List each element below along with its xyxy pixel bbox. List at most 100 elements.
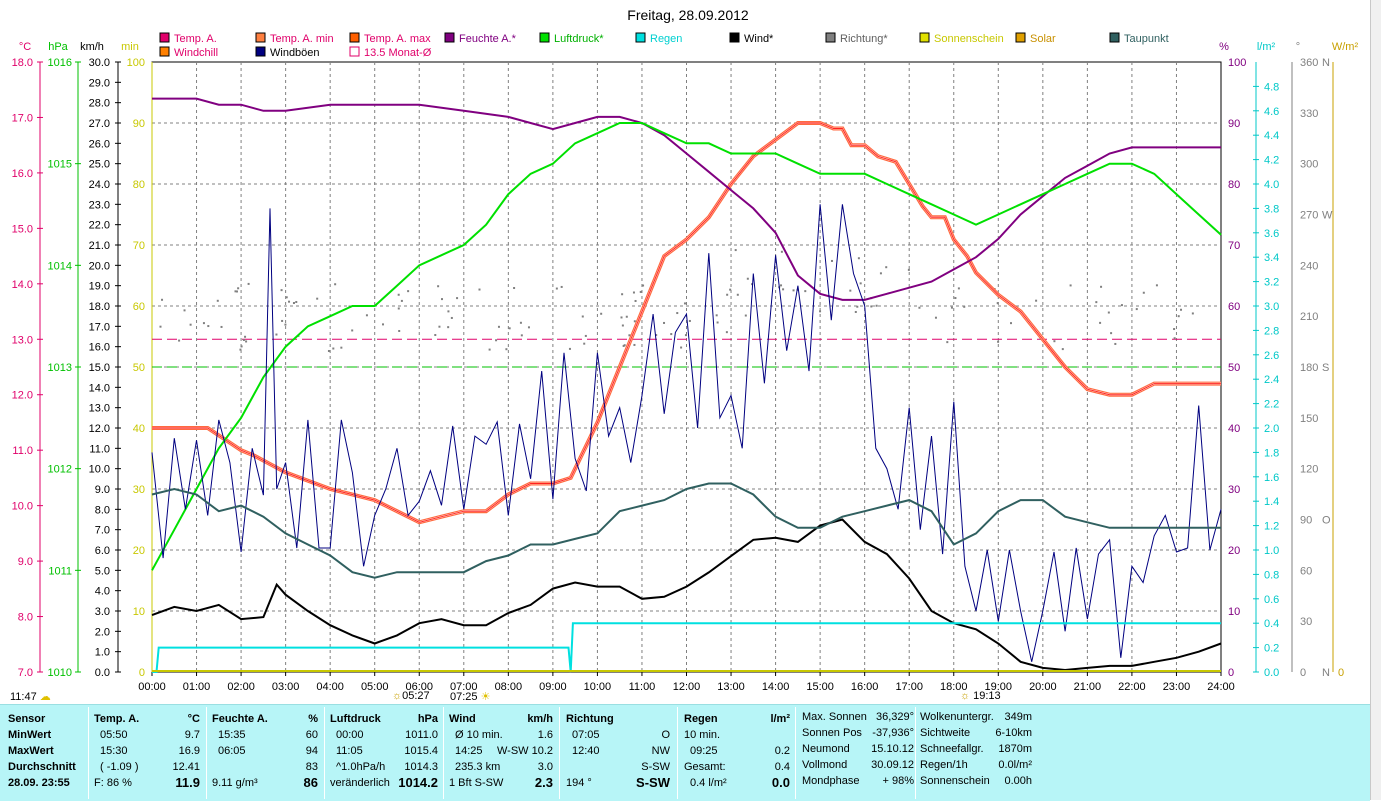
- rain-axis-tick-label: 1.2: [1264, 521, 1279, 533]
- wind-axis-tick-label: 26.0: [89, 138, 110, 150]
- direction-max-time: 12:40: [572, 745, 600, 757]
- humidity-axis-tick-label: 100: [1228, 57, 1246, 69]
- x-tick-label: 20:00: [1029, 681, 1057, 693]
- direction-point: [963, 305, 966, 308]
- direction-compass-label: W: [1322, 210, 1333, 222]
- legend-label: Windchill: [174, 47, 218, 59]
- direction-point: [623, 344, 626, 347]
- direction-point: [584, 334, 587, 337]
- direction-point: [1114, 342, 1117, 345]
- wind-axis-tick-label: 0.0: [95, 667, 110, 679]
- direction-point: [434, 334, 437, 337]
- direction-point: [1173, 328, 1176, 331]
- wind-axis-tick-label: 15.0: [89, 362, 110, 374]
- x-tick-label: 10:00: [584, 681, 612, 693]
- wind-avg2-value: 3.0: [537, 761, 553, 773]
- direction-point: [327, 349, 330, 352]
- legend-label: Temp. A.: [174, 33, 217, 45]
- legend-swatch: [159, 32, 170, 43]
- direction-point: [400, 299, 403, 302]
- wind-beaufort: 1 Bft S-SW: [449, 777, 504, 789]
- direction-point: [1100, 285, 1103, 288]
- direction-point: [1095, 301, 1098, 304]
- direction-point: [725, 331, 728, 334]
- series-temp-a: [152, 122, 1221, 523]
- direction-point: [885, 266, 888, 269]
- temp-avg-value: 12.41: [172, 761, 200, 773]
- direction-point: [555, 287, 558, 290]
- direction-point: [237, 287, 240, 290]
- direction-point: [1120, 304, 1123, 307]
- misc-snowline-value: 1870m: [998, 743, 1032, 755]
- direction-point: [316, 297, 319, 300]
- wind-avg-value: 1.6: [537, 729, 553, 741]
- temp-axis-tick-label: 14.0: [12, 279, 33, 291]
- direction-point: [639, 290, 642, 293]
- direction-point: [519, 321, 522, 324]
- temp-axis-tick-label: 7.0: [18, 667, 33, 679]
- rain-axis-tick-label: 4.6: [1264, 106, 1279, 118]
- rain-axis-tick-label: 0.4: [1264, 618, 1279, 630]
- series-windb-en: [151, 204, 1222, 662]
- direction-point: [247, 282, 250, 285]
- direction-point: [996, 302, 999, 305]
- direction-point: [351, 329, 354, 332]
- wind-max-direction: W-SW: [497, 745, 529, 757]
- pressure-axis-tick-label: 1014: [48, 260, 72, 272]
- wind-axis-tick-label: 28.0: [89, 98, 110, 110]
- window-edge: [1370, 0, 1381, 800]
- direction-tick-label: 60: [1300, 565, 1312, 577]
- direction-point: [950, 306, 953, 309]
- pressure-trend: ^1.0hPa/h: [336, 761, 386, 773]
- temp-axis-tick-label: 9.0: [18, 556, 33, 568]
- temp-axis-tick-label: 16.0: [12, 168, 33, 180]
- astro-moon-phase-value: + 98%: [882, 775, 915, 787]
- temp-axis-tick-label: 15.0: [12, 223, 33, 235]
- misc-cloud-base-value: 349m: [1004, 711, 1032, 723]
- rain-axis-tick-label: 3.6: [1264, 228, 1279, 240]
- temp-min-value: 9.7: [184, 729, 200, 741]
- astro-sun-pos-value: -37,936°: [872, 727, 914, 739]
- direction-point: [726, 293, 729, 296]
- wind-axis-tick-label: 7.0: [95, 525, 110, 537]
- direction-point: [1180, 308, 1183, 311]
- wind-current-value: 2.3: [534, 775, 553, 790]
- direction-point: [234, 290, 237, 293]
- legend-swatch: [349, 46, 360, 57]
- direction-point: [560, 285, 563, 288]
- direction-point: [683, 302, 686, 305]
- row-label-min: MinWert: [8, 729, 52, 741]
- direction-point: [288, 300, 291, 303]
- direction-point: [438, 325, 441, 328]
- direction-tick-label: 240: [1300, 260, 1318, 272]
- direction-point: [957, 287, 960, 290]
- direction-tick-label: 0: [1300, 667, 1306, 679]
- direction-point: [729, 288, 732, 291]
- direction-point: [819, 310, 822, 313]
- minutes-axis-tick-label: 70: [133, 240, 145, 252]
- direction-tick-label: 330: [1300, 108, 1318, 120]
- direction-point: [292, 302, 295, 305]
- x-tick-label: 01:00: [183, 681, 211, 693]
- temp-axis-tick-label: 18.0: [12, 57, 33, 69]
- direction-point: [751, 283, 754, 286]
- direction-compass-label: N: [1322, 57, 1330, 69]
- temp-feel: F: 86 %: [94, 777, 132, 789]
- direction-point: [398, 329, 401, 332]
- direction-point: [946, 341, 949, 344]
- wind-axis-tick-label: 2.0: [95, 626, 110, 638]
- direction-point: [242, 338, 245, 341]
- rain-axis-tick-label: 3.4: [1264, 252, 1279, 264]
- direction-tick-label: 180: [1300, 362, 1318, 374]
- misc-visibility-value: 6-10km: [995, 727, 1032, 739]
- temp-axis-tick-label: 10.0: [12, 501, 33, 513]
- rain-axis-tick-label: 2.0: [1264, 423, 1279, 435]
- series-feuchte-a: [152, 97, 1221, 301]
- misc-cloud-base-label: Wolkenuntergr.: [920, 711, 994, 723]
- sunrise2-label: 07:25 ☀: [450, 691, 491, 703]
- direction-point: [334, 283, 337, 286]
- direction-point: [854, 310, 857, 313]
- rain-axis-tick-label: 2.4: [1264, 374, 1279, 386]
- direction-point: [456, 297, 459, 300]
- sunset-label: ☼ 19:13: [960, 690, 1001, 702]
